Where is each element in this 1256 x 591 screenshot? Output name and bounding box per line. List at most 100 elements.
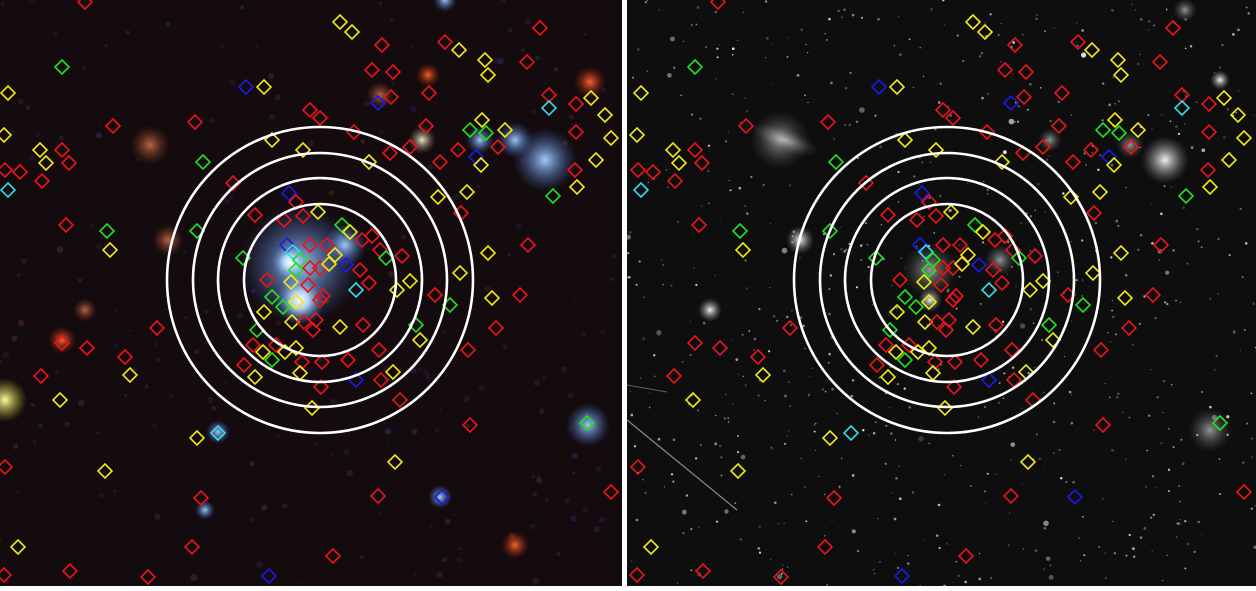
star-dot (1179, 500, 1181, 503)
star-dot (843, 250, 846, 253)
noise-speck (13, 444, 19, 449)
noise-speck (536, 477, 543, 484)
source-marker (567, 123, 585, 141)
star-dot (1184, 123, 1186, 125)
star-dot (879, 561, 881, 563)
source-marker (384, 63, 402, 81)
noise-speck (568, 114, 574, 120)
star-dot (1221, 43, 1224, 47)
source-marker (1164, 19, 1182, 37)
star-dot (633, 445, 637, 448)
noise-speck (313, 441, 318, 446)
star-dot (1147, 113, 1150, 116)
star-dot (933, 231, 936, 234)
star-dot (781, 247, 788, 254)
noise-speck (552, 426, 555, 429)
noise-speck (228, 193, 235, 200)
source-marker (287, 293, 305, 311)
star-dot (752, 348, 755, 352)
noise-speck (458, 547, 462, 551)
star-dot (921, 161, 924, 164)
star-dot (923, 216, 925, 218)
star-dot (1116, 392, 1120, 396)
star-dot (1008, 544, 1010, 547)
star-dot (1070, 114, 1072, 116)
source-marker (461, 416, 479, 434)
star-dot (1228, 254, 1231, 257)
star-dot (785, 315, 789, 319)
star-dot (1049, 120, 1052, 123)
source-marker (1019, 453, 1037, 471)
star-dot (748, 330, 751, 332)
star-dot (1122, 411, 1124, 414)
star-dot (964, 580, 968, 584)
star-dot (1125, 186, 1127, 189)
noise-speck (29, 0, 36, 4)
noise-speck (164, 21, 172, 28)
annulus-ring (843, 176, 1051, 384)
star-dot (803, 485, 806, 488)
source-marker (842, 424, 860, 442)
star-dot (697, 409, 700, 412)
source-marker (666, 172, 684, 190)
star-dot (831, 387, 834, 391)
star-dot (770, 223, 771, 225)
source-marker (628, 566, 646, 584)
star-dot (737, 373, 739, 375)
source-marker (372, 371, 390, 389)
star-dot (716, 56, 719, 59)
star-dot (1237, 28, 1240, 32)
star-dot (1048, 155, 1051, 157)
star-dot (1062, 192, 1065, 195)
star-dot (912, 86, 915, 89)
source-marker (209, 424, 227, 442)
star-dot (802, 324, 805, 328)
star-dot (1002, 397, 1005, 400)
source-marker (664, 141, 682, 159)
star-dot (1149, 369, 1152, 371)
noise-speck (383, 421, 386, 425)
source-marker (888, 78, 906, 96)
star-dot (1197, 520, 1201, 524)
star-dot (851, 474, 855, 477)
star-dot (1057, 271, 1059, 273)
noise-speck (104, 44, 108, 48)
star-dot (639, 377, 642, 379)
star-dot (938, 546, 941, 550)
star-dot (1101, 82, 1105, 85)
star-dot (891, 284, 893, 287)
star-dot (662, 264, 665, 266)
star-dot (656, 330, 662, 336)
star-dot (1043, 568, 1045, 570)
star-dot (1151, 550, 1153, 552)
noise-speck (570, 515, 577, 522)
noise-speck (95, 132, 103, 139)
right-streak-2 (627, 384, 668, 393)
star-dot (1152, 513, 1156, 517)
noise-speck (115, 343, 119, 347)
star-dot (1112, 520, 1114, 523)
noise-speck (500, 0, 507, 3)
noise-speck (343, 448, 351, 456)
star-dot (783, 442, 787, 446)
source-marker (391, 391, 409, 409)
star-dot (942, 0, 945, 2)
source-marker (287, 261, 305, 279)
star-dot (654, 375, 656, 378)
star-dot (724, 140, 728, 143)
star-dot (1022, 548, 1025, 550)
star-dot (955, 307, 958, 310)
source-marker (477, 124, 495, 142)
star-dot (1179, 301, 1182, 304)
star-dot (701, 205, 703, 207)
source-marker (868, 356, 886, 374)
galaxy-glow (416, 63, 440, 87)
source-marker (857, 174, 875, 192)
star-dot (1008, 118, 1015, 125)
source-marker (690, 216, 708, 234)
source-marker (246, 206, 264, 224)
star-dot (1134, 8, 1137, 11)
noise-speck (114, 309, 117, 312)
star-dot (938, 368, 940, 370)
noise-speck (125, 30, 130, 35)
